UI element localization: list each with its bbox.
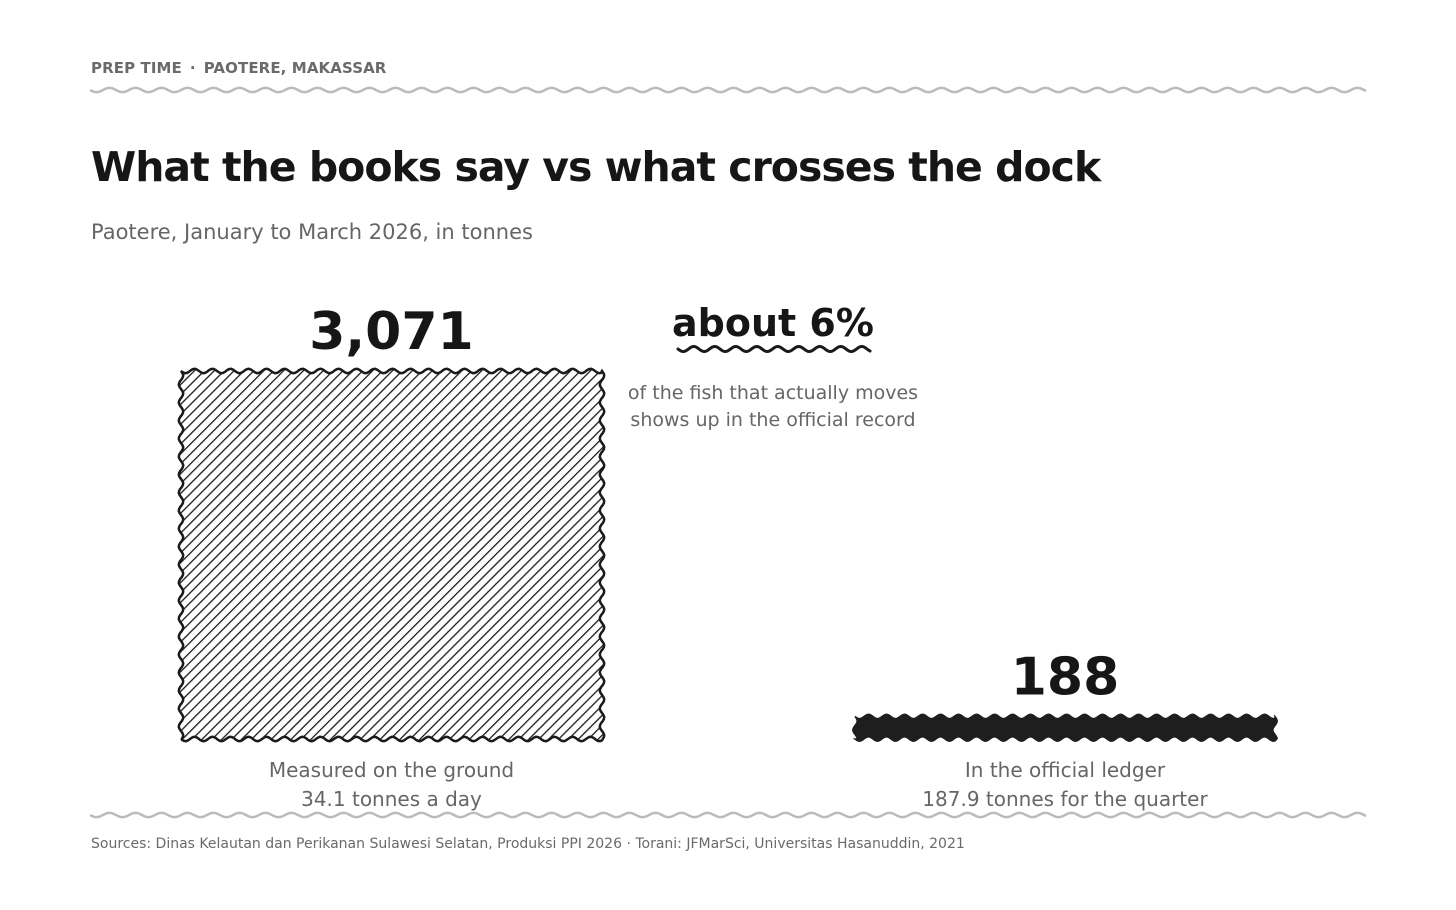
source-note: Sources: Dinas Kelautan dan Perikanan Su… [91, 836, 965, 852]
kicker: PREP TIME · PAOTERE, MAKASSAR [91, 59, 386, 77]
kicker-section: PREP TIME [91, 59, 182, 77]
kicker-location: PAOTERE, MAKASSAR [203, 59, 387, 77]
bottom-wavy-rule [90, 811, 1367, 819]
callout-line-2: shows up in the official record [630, 409, 915, 431]
bar-measured [177, 367, 606, 743]
callout-line-1: of the fish that actually moves [628, 382, 918, 404]
chart-title: What the books say vs what crosses the d… [91, 143, 1101, 191]
bar-value-label-ledger: 188 [1011, 647, 1120, 707]
kicker-separator: · [189, 59, 196, 77]
callout-headline: about 6% [672, 301, 874, 345]
bar-sublabel-measured: 34.1 tonnes a day [301, 787, 482, 811]
bar-category-label-ledger: In the official ledger [965, 758, 1166, 782]
callout-squiggle [676, 344, 872, 354]
bar-ledger [852, 713, 1279, 742]
callout: about 6% of the fish that actually moves… [628, 301, 918, 431]
bar-sublabel-ledger: 187.9 tonnes for the quarter [922, 787, 1208, 811]
bar-category-label-measured: Measured on the ground [269, 758, 514, 782]
top-wavy-rule [90, 86, 1367, 94]
chart-subtitle: Paotere, January to March 2026, in tonne… [91, 220, 533, 244]
bar-value-label-measured: 3,071 [309, 302, 473, 362]
